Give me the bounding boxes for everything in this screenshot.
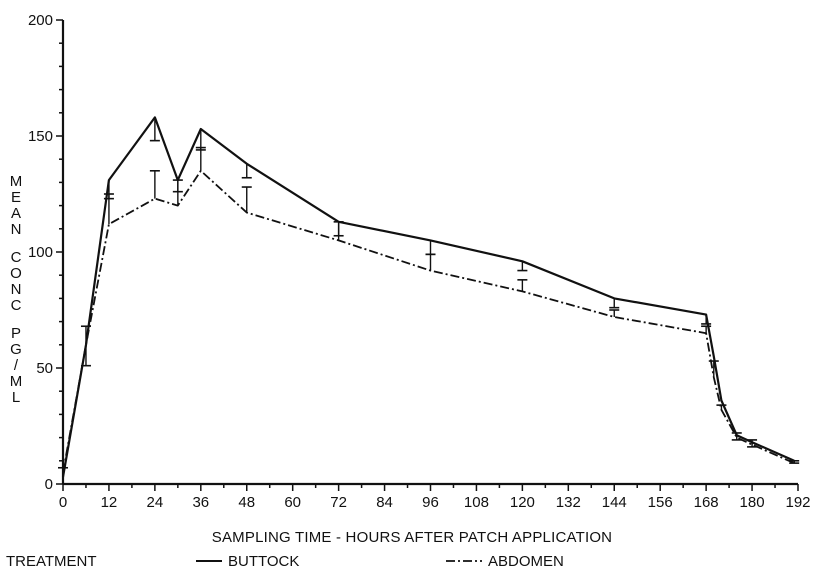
y-axis-title-char: M [10, 373, 23, 390]
y-axis-title-char: N [11, 281, 22, 298]
series-group [58, 116, 800, 478]
y-tick-labels: 0 50 100 150 200 [28, 12, 53, 493]
x-tick-label: 36 [192, 494, 209, 511]
y-tick-label: 150 [28, 128, 53, 145]
y-axis-title-char: O [10, 265, 22, 282]
x-tick-label: 0 [59, 494, 67, 511]
x-tick-label: 144 [602, 494, 627, 511]
x-tick-label: 48 [238, 494, 255, 511]
x-tick-label: 84 [376, 494, 393, 511]
x-tick-label: 96 [422, 494, 439, 511]
y-axis-title-char: G [10, 341, 22, 358]
x-tick-label: 132 [556, 494, 581, 511]
y-tick-label: 200 [28, 12, 53, 29]
axes [56, 19, 799, 491]
x-tick-label: 192 [785, 494, 810, 511]
y-axis-title-char: M [10, 173, 23, 190]
legend: TREATMENT BUTTOCK ABDOMEN [6, 553, 564, 570]
x-tick-label: 180 [740, 494, 765, 511]
x-tick-label: 120 [510, 494, 535, 511]
y-tick-label: 50 [36, 360, 53, 377]
x-tick-label: 60 [284, 494, 301, 511]
x-tick-label: 72 [330, 494, 347, 511]
series-line [62, 169, 795, 473]
series-abdomen [58, 146, 800, 473]
y-axis-title-char: A [11, 205, 21, 222]
series-buttock [61, 116, 800, 478]
legend-label-abdomen: ABDOMEN [488, 553, 564, 570]
y-axis-title-char: E [11, 189, 21, 206]
x-tick-label: 24 [147, 494, 164, 511]
legend-title: TREATMENT [6, 553, 97, 570]
y-tick-label: 0 [45, 476, 53, 493]
y-axis-title-char: P [11, 325, 21, 342]
y-axis-title-char: L [12, 389, 20, 406]
y-axis-title-char: C [11, 297, 22, 314]
x-axis-title: SAMPLING TIME - HOURS AFTER PATCH APPLIC… [212, 529, 612, 546]
x-tick-labels: 0 12 24 36 48 60 72 84 96 108 120 132 144 156 168 180 19… [59, 494, 811, 511]
legend-label-buttock: BUTTOCK [228, 553, 299, 570]
x-tick-label: 168 [694, 494, 719, 511]
y-axis-title-char: N [11, 221, 22, 238]
y-axis-title-char: / [14, 357, 19, 374]
x-tick-label: 12 [101, 494, 118, 511]
x-tick-label: 108 [464, 494, 489, 511]
series-line [61, 116, 795, 478]
x-tick-label: 156 [648, 494, 673, 511]
y-axis-title-char: C [11, 249, 22, 266]
y-tick-label: 100 [28, 244, 53, 261]
